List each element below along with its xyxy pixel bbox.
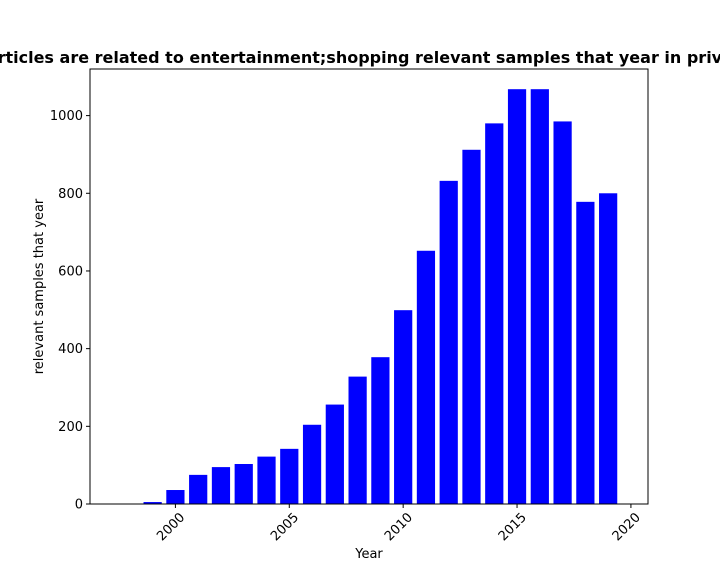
bar-2019 (599, 193, 618, 505)
bar-2010 (394, 310, 413, 504)
y-tick-label: 400 (58, 342, 83, 357)
bar-2014 (485, 123, 504, 504)
bar-2012 (439, 180, 458, 504)
bar-2015 (507, 89, 527, 505)
y-axis-ticks: 0 200 400 600 800 1000 (50, 109, 90, 513)
bar-2000 (166, 490, 185, 504)
x-tick-label: 2015 (496, 510, 530, 544)
y-tick-label: 600 (58, 264, 83, 279)
bar-2017 (553, 121, 572, 504)
bars-group (143, 89, 618, 505)
bar-2011 (416, 250, 436, 504)
bar-2008 (348, 376, 367, 504)
y-axis-label: relevant samples that year (32, 198, 47, 374)
plot-frame (89, 68, 649, 505)
y-tick-label: 1000 (50, 109, 83, 124)
bar-2007 (325, 404, 344, 504)
bar-2018 (576, 201, 595, 504)
bar-2013 (462, 149, 481, 505)
y-tick-label: 200 (58, 420, 83, 435)
bar-2005 (280, 448, 299, 504)
x-tick-label: 2010 (382, 510, 416, 544)
chart-title: Articles are related to entertainment;sh… (0, 48, 720, 67)
bar-2003 (234, 463, 253, 504)
x-axis-ticks: 2000 2005 2010 2015 2020 (154, 504, 644, 544)
x-axis-label: Year (354, 547, 383, 562)
x-tick-label: 2020 (610, 510, 644, 544)
bar-2006 (302, 424, 322, 504)
bar-1999 (143, 502, 162, 504)
y-tick-label: 800 (58, 187, 83, 202)
y-tick-label: 0 (75, 498, 83, 513)
bar-2009 (371, 357, 390, 504)
x-tick-label: 2000 (154, 510, 188, 544)
bar-2004 (257, 456, 276, 504)
bar-2016 (530, 89, 549, 505)
bar-2002 (211, 467, 231, 504)
bar-2001 (189, 474, 208, 504)
x-tick-label: 2005 (268, 510, 302, 544)
